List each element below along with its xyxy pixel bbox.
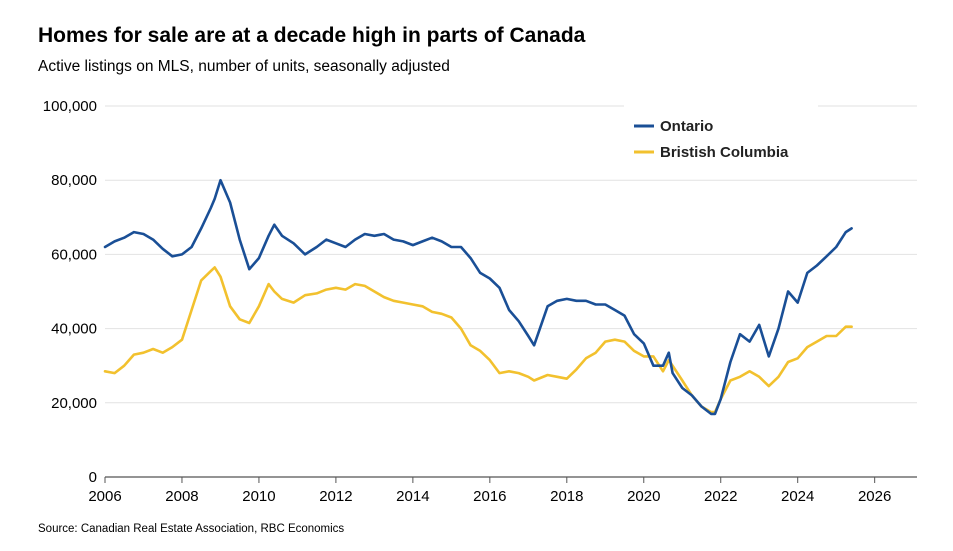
chart-title: Homes for sale are at a decade high in p… xyxy=(38,24,586,47)
y-tick-label: 40,000 xyxy=(51,321,97,338)
x-tick-label: 2012 xyxy=(319,488,352,505)
legend: Ontario Bristish Columbia xyxy=(624,100,818,170)
gridlines xyxy=(105,105,917,404)
legend-label-ontario: Ontario xyxy=(660,118,713,135)
x-axis-ticks: 2006 2008 2010 2012 2014 2016 2018 2020 2022 2024… xyxy=(88,476,917,505)
y-tick-label: 0 xyxy=(89,469,97,486)
legend-background xyxy=(624,100,818,170)
x-tick-label: 2022 xyxy=(704,488,737,505)
series-lines xyxy=(103,178,853,416)
chart-subtitle: Active listings on MLS, number of units,… xyxy=(38,58,450,75)
y-tick-label: 60,000 xyxy=(51,246,97,263)
y-tick-label: 80,000 xyxy=(51,172,97,189)
x-tick-label: 2014 xyxy=(396,488,429,505)
x-tick-label: 2006 xyxy=(88,488,121,505)
series-line-bristish-columbia xyxy=(103,266,853,414)
x-tick-label: 2026 xyxy=(858,488,891,505)
chart-source: Source: Canadian Real Estate Association… xyxy=(38,523,345,535)
x-tick-label: 2024 xyxy=(781,488,814,505)
x-tick-label: 2008 xyxy=(165,488,198,505)
y-tick-label: 100,000 xyxy=(43,98,97,115)
y-axis-ticks: 0 20,000 40,000 60,000 80,000 100,000 xyxy=(43,98,97,486)
x-tick-label: 2016 xyxy=(473,488,506,505)
series-line-ontario xyxy=(103,178,853,416)
x-tick-label: 2010 xyxy=(242,488,275,505)
x-tick-label: 2020 xyxy=(627,488,660,505)
legend-label-bristish-columbia: Bristish Columbia xyxy=(660,144,789,161)
y-tick-label: 20,000 xyxy=(51,395,97,412)
x-tick-label: 2018 xyxy=(550,488,583,505)
